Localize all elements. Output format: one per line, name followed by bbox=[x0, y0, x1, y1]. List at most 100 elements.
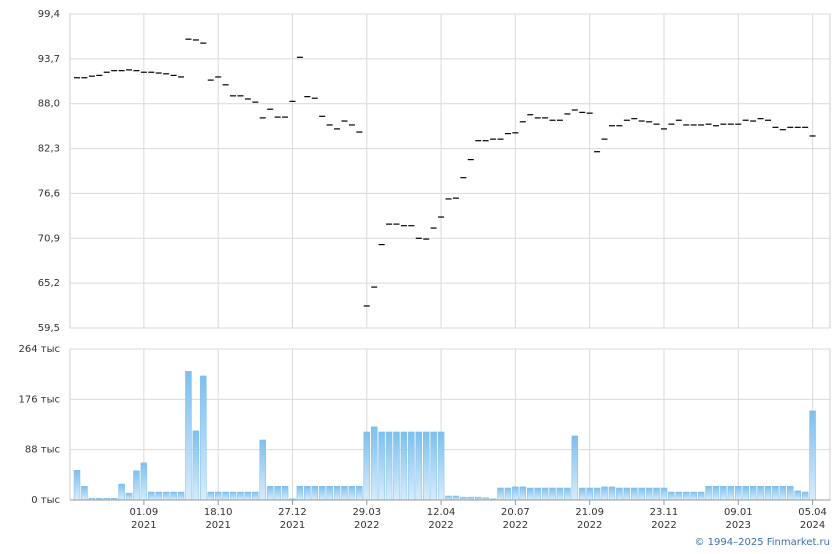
volume-bar bbox=[259, 439, 266, 501]
volume-bar bbox=[378, 431, 385, 501]
volume-bar bbox=[125, 492, 133, 501]
y-tick-label: 88,0 bbox=[38, 99, 60, 110]
volume-bar bbox=[162, 491, 170, 501]
copyright: © 1994–2025 Finmarket.ru bbox=[694, 537, 830, 548]
x-tick-label: 29.03 2022 bbox=[352, 507, 381, 531]
x-tick-label-line: 2022 bbox=[428, 520, 453, 531]
volume-bar bbox=[214, 491, 222, 501]
y-tick-label: 65,2 bbox=[38, 278, 60, 289]
x-tick-label-line: 2021 bbox=[205, 520, 230, 531]
x-tick-label: 21.09 2022 bbox=[575, 507, 604, 531]
x-tick-label: 18.10 2021 bbox=[204, 507, 233, 531]
x-tick-label-line: 09.01 bbox=[724, 507, 753, 518]
x-tick-label-line: 2023 bbox=[726, 520, 751, 531]
volume-bar bbox=[735, 486, 742, 501]
x-tick-label-line: 29.03 bbox=[352, 507, 381, 518]
volume-bar bbox=[192, 430, 200, 501]
volume-bar bbox=[497, 487, 504, 501]
volume-bar bbox=[512, 486, 519, 501]
x-tick-label-line: 21.09 bbox=[575, 507, 604, 518]
volume-bar bbox=[311, 486, 319, 501]
volume-bar bbox=[185, 371, 192, 501]
volume-bar bbox=[720, 486, 727, 501]
x-tick-label-line: 2022 bbox=[651, 520, 676, 531]
volume-bar bbox=[660, 487, 668, 501]
x-tick-label-line: 18.10 bbox=[204, 507, 233, 518]
volume-bar bbox=[623, 487, 631, 501]
volume-bar bbox=[81, 486, 88, 501]
y-tick-label: 76,6 bbox=[38, 188, 60, 199]
volume-bar bbox=[133, 470, 140, 501]
y-tick-label: 264 тыс bbox=[19, 344, 60, 355]
volume-bar bbox=[653, 487, 660, 501]
volume-bar bbox=[385, 431, 393, 501]
volume-bar bbox=[526, 487, 534, 501]
x-tick-label: 23.11 2022 bbox=[650, 507, 679, 531]
x-tick-label: 05.04 2024 bbox=[798, 507, 827, 531]
y-tick-label: 59,5 bbox=[38, 323, 60, 334]
volume-bar bbox=[304, 486, 311, 501]
volume-bar bbox=[564, 487, 571, 501]
volume-bar bbox=[430, 431, 437, 501]
volume-bar bbox=[779, 486, 787, 501]
volume-bar bbox=[727, 486, 735, 501]
x-tick-label-line: 2021 bbox=[131, 520, 156, 531]
x-tick-label-line: 05.04 bbox=[798, 507, 827, 518]
volume-bar bbox=[638, 487, 645, 501]
volume-bar bbox=[140, 462, 148, 501]
volume-bar bbox=[801, 491, 809, 501]
volume-bar bbox=[281, 486, 289, 501]
y-tick-label: 82,3 bbox=[38, 144, 60, 155]
volume-bar bbox=[333, 486, 341, 501]
volume-bar bbox=[593, 487, 601, 501]
volume-bar bbox=[556, 487, 564, 501]
volume-bar bbox=[266, 486, 274, 501]
volume-bar bbox=[445, 495, 452, 501]
volume-bar bbox=[772, 486, 779, 501]
volume-bar bbox=[809, 410, 816, 501]
volume-bar bbox=[787, 486, 794, 501]
volume-bar bbox=[244, 491, 252, 501]
x-tick-label-line: 27.12 bbox=[278, 507, 307, 518]
volume-bar bbox=[608, 486, 616, 501]
volume-bar bbox=[601, 486, 608, 501]
volume-bar bbox=[764, 486, 772, 501]
volume-bar bbox=[348, 486, 356, 501]
y-tick-label: 88 тыс bbox=[25, 445, 60, 456]
volume-frame bbox=[69, 348, 831, 501]
volume-bar bbox=[393, 431, 400, 501]
volume-bar bbox=[222, 491, 229, 501]
x-tick-label-line: 20.07 bbox=[501, 507, 530, 518]
volume-bar bbox=[363, 431, 371, 501]
volume-bar bbox=[118, 483, 125, 501]
volume-bar bbox=[705, 486, 712, 501]
y-tick-label: 176 тыс bbox=[19, 394, 60, 405]
volume-bar bbox=[170, 491, 177, 501]
volume-bar bbox=[229, 491, 237, 501]
volume-bar bbox=[749, 486, 757, 501]
volume-bar bbox=[549, 487, 556, 501]
x-tick-label-line: 2024 bbox=[800, 520, 825, 531]
x-tick-label: 01.09 2021 bbox=[130, 507, 159, 531]
x-tick-label: 09.01 2023 bbox=[724, 507, 753, 531]
volume-bar bbox=[794, 490, 801, 501]
x-tick-label: 27.12 2021 bbox=[278, 507, 307, 531]
x-tick-label: 12.04 2022 bbox=[427, 507, 456, 531]
volume-bar bbox=[571, 435, 579, 501]
x-tick-label-line: 2022 bbox=[354, 520, 379, 531]
volume-bar bbox=[318, 486, 326, 501]
volume-bar bbox=[504, 487, 512, 501]
x-tick-label-line: 01.09 bbox=[130, 507, 159, 518]
volume-bar bbox=[177, 491, 185, 501]
volume-bar bbox=[645, 487, 653, 501]
volume-bar bbox=[586, 487, 593, 501]
volume-bar bbox=[757, 486, 764, 501]
volume-bar bbox=[437, 431, 445, 501]
volume-bar bbox=[534, 487, 541, 501]
volume-bar bbox=[519, 486, 527, 501]
x-tick-label-line: 23.11 bbox=[650, 507, 679, 518]
volume-bar bbox=[742, 486, 749, 501]
volume-bar bbox=[207, 491, 214, 501]
